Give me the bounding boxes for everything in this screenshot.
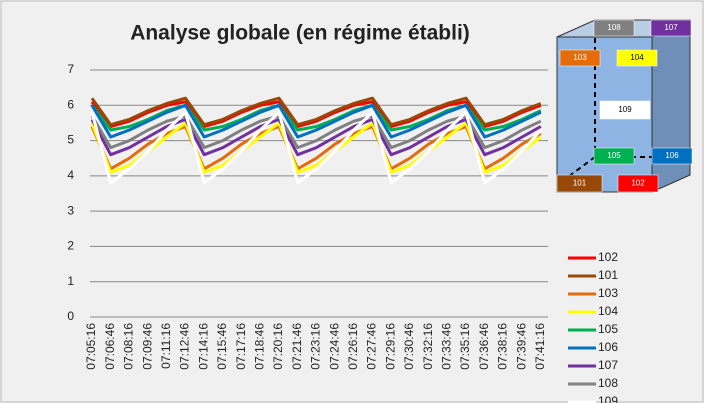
sensor-label: 108: [607, 23, 621, 32]
x-tick-label: 07:27:46: [365, 323, 379, 370]
x-tick-label: 07:32:16: [421, 323, 435, 370]
sensor-label: 104: [630, 53, 644, 62]
series-line: [90, 110, 542, 185]
cube-side: [651, 19, 691, 193]
x-tick-label: 07:30:46: [402, 323, 416, 370]
sensor-box: [599, 100, 651, 120]
legend-label: 105: [598, 322, 618, 336]
x-tick-label: 07:23:16: [309, 323, 323, 370]
sensor-label: 101: [573, 179, 587, 188]
sensor-box: [593, 147, 635, 165]
x-tick-label: 07:24:46: [327, 323, 341, 370]
series-line: [90, 96, 542, 127]
y-tick-label: 2: [67, 239, 74, 253]
sensor-box: [616, 49, 658, 67]
sensor-box: [651, 147, 693, 165]
sensor-box: [617, 174, 659, 193]
x-tick-label: 07:06:46: [103, 323, 117, 370]
x-tick-label: 07:17:16: [234, 323, 248, 370]
x-tick-label: 07:41:16: [533, 323, 547, 370]
legend-label: 101: [598, 268, 618, 282]
legend-label: 104: [598, 304, 618, 318]
x-tick-label: 07:26:16: [346, 323, 360, 370]
y-tick-label: 0: [67, 309, 74, 323]
x-tick-label: 07:14:16: [196, 323, 210, 370]
sensor-label: 105: [607, 151, 621, 160]
y-tick-label: 3: [67, 203, 74, 217]
sensor-label: 106: [665, 151, 679, 160]
x-tick-label: 07:29:16: [383, 323, 397, 370]
series-line: [90, 121, 542, 174]
legend-label: 102: [598, 250, 618, 264]
legend-label: 106: [598, 340, 618, 354]
x-tick-label: 07:11:16: [159, 323, 173, 369]
sensor-box: [593, 19, 635, 37]
y-tick-label: 7: [67, 62, 74, 76]
x-tick-label: 07:21:46: [290, 323, 304, 370]
x-tick-label: 07:08:16: [122, 323, 136, 370]
series-line: [90, 103, 542, 139]
x-tick-label: 07:12:46: [178, 323, 192, 370]
series-line: [90, 117, 542, 157]
sensor-label: 103: [573, 53, 587, 62]
sensor-box: [559, 49, 601, 67]
x-tick-label: 07:33:46: [439, 323, 453, 370]
sensor-label: 107: [664, 23, 678, 32]
x-tick-label: 07:36:46: [477, 323, 491, 370]
legend-label: 107: [598, 358, 618, 372]
sensor-box: [650, 19, 692, 37]
x-tick-label: 07:35:16: [458, 323, 472, 370]
y-tick-label: 5: [67, 133, 74, 147]
x-tick-label: 07:15:46: [215, 323, 229, 370]
x-tick-label: 07:20:16: [271, 323, 285, 370]
sensor-box: [556, 174, 603, 193]
y-tick-label: 6: [67, 97, 74, 111]
sensor-label: 109: [618, 105, 632, 114]
x-tick-label: 07:39:46: [514, 323, 528, 370]
x-tick-label: 07:05:16: [84, 323, 98, 370]
x-tick-label: 07:09:46: [140, 323, 154, 370]
legend-label: 103: [598, 286, 618, 300]
legend-label: 108: [598, 376, 618, 390]
sensor-label: 102: [631, 179, 645, 188]
x-tick-label: 07:38:16: [496, 323, 510, 370]
legend-label: 109: [598, 394, 618, 403]
chart-title: Analyse globale (en régime établi): [130, 22, 470, 45]
y-tick-label: 1: [67, 274, 74, 288]
y-tick-label: 4: [67, 168, 74, 182]
series-line: [90, 100, 542, 128]
x-tick-label: 07:18:46: [252, 323, 266, 370]
